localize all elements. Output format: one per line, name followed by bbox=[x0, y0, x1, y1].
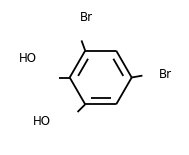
Text: HO: HO bbox=[19, 52, 37, 65]
Text: Br: Br bbox=[80, 11, 93, 24]
Text: HO: HO bbox=[33, 115, 51, 128]
Text: Br: Br bbox=[159, 68, 172, 81]
